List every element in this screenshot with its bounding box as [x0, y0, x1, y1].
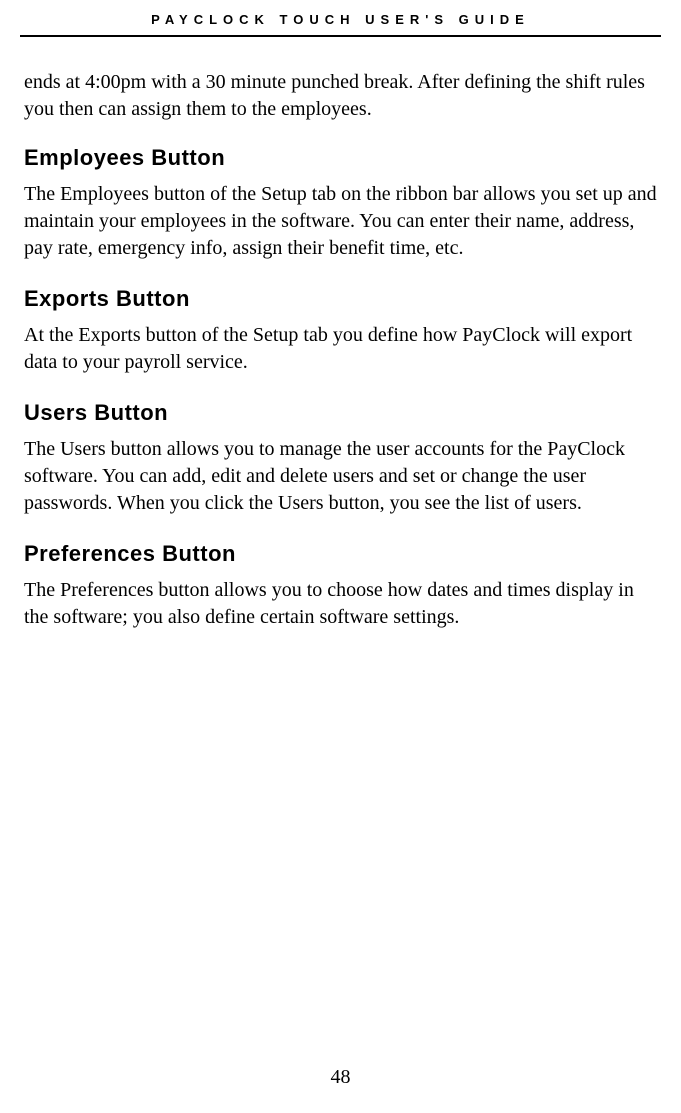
- section-body-exports: At the Exports button of the Setup tab y…: [24, 322, 657, 376]
- section-heading-employees: Employees Button: [24, 145, 657, 171]
- header-title: PAYCLOCK TOUCH USER'S GUIDE: [20, 12, 661, 27]
- page-header: PAYCLOCK TOUCH USER'S GUIDE: [20, 0, 661, 37]
- section-heading-exports: Exports Button: [24, 286, 657, 312]
- section-heading-users: Users Button: [24, 400, 657, 426]
- page-number: 48: [0, 1066, 681, 1089]
- section-body-users: The Users button allows you to manage th…: [24, 436, 657, 517]
- section-heading-preferences: Preferences Button: [24, 541, 657, 567]
- page-content: ends at 4:00pm with a 30 minute punched …: [20, 69, 661, 631]
- section-body-preferences: The Preferences button allows you to cho…: [24, 577, 657, 631]
- section-body-employees: The Employees button of the Setup tab on…: [24, 181, 657, 262]
- intro-paragraph: ends at 4:00pm with a 30 minute punched …: [24, 69, 657, 123]
